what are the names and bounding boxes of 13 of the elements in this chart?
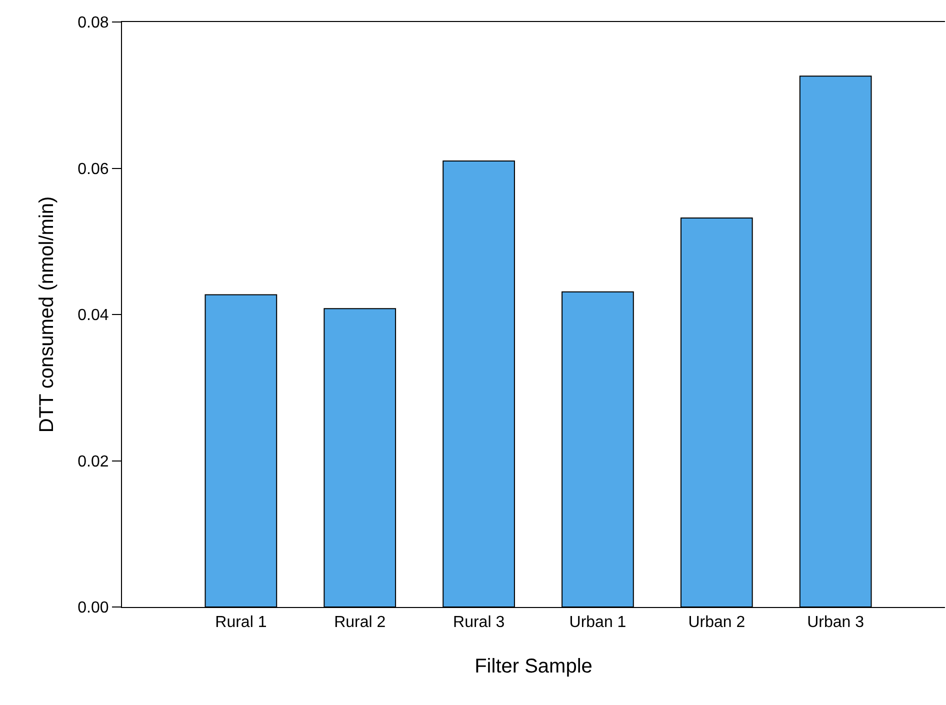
- x-axis-title: Filter Sample: [474, 656, 592, 678]
- y-tick-label: 0.06: [78, 160, 109, 178]
- x-tick-label: Urban 2: [688, 614, 746, 632]
- x-tick-label: Urban 3: [807, 614, 864, 632]
- x-tick-label: Rural 3: [453, 614, 505, 632]
- y-tick-label: 0.04: [78, 307, 109, 324]
- y-tick-label: 0.00: [78, 600, 109, 617]
- x-tick-label: Urban 1: [569, 614, 626, 632]
- x-tick-label: Rural 1: [215, 614, 267, 632]
- y-tick-label: 0.08: [78, 14, 109, 32]
- y-axis-title: DTT consumed (nmol/min): [36, 196, 58, 433]
- x-tick-label: Rural 2: [334, 614, 386, 632]
- y-tick-label: 0.02: [78, 453, 109, 470]
